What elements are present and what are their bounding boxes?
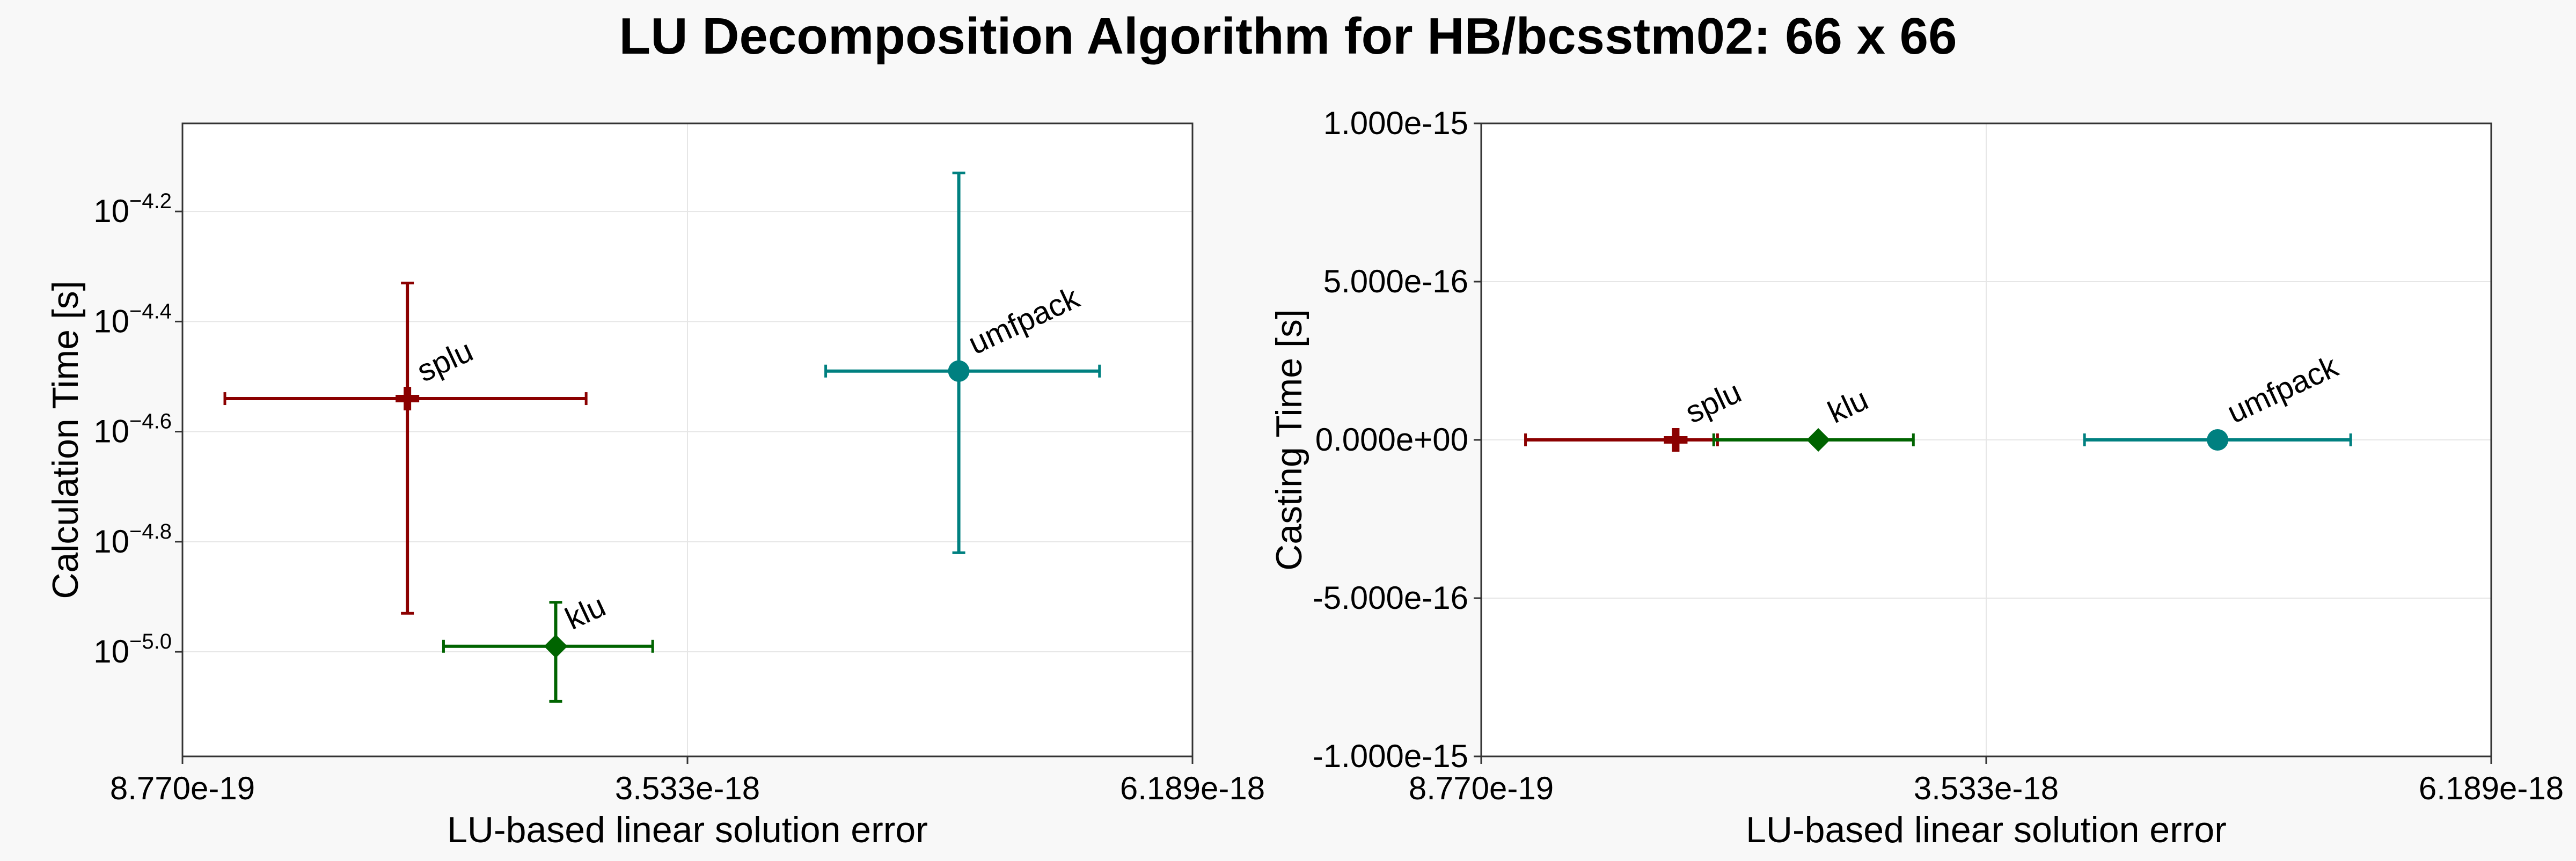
x-tick-label: 6.189e-18: [1120, 770, 1265, 806]
data-point-splu: [396, 387, 420, 411]
x-tick-label: 3.533e-18: [615, 770, 760, 806]
y-tick-label: 1.000e-15: [1323, 105, 1468, 141]
data-point-splu: [1664, 428, 1688, 452]
y-tick-label: 5.000e-16: [1323, 263, 1468, 299]
y-tick-label: 0.000e+00: [1315, 422, 1468, 458]
x-axis-label: LU-based linear solution error: [447, 810, 928, 850]
y-tick-label: 10−4.4: [93, 299, 172, 339]
y-tick-label: 10−4.6: [93, 410, 172, 450]
x-tick-label: 8.770e-19: [1409, 770, 1554, 806]
y-tick-label: 10−4.8: [93, 520, 172, 560]
x-axis-label: LU-based linear solution error: [1746, 810, 2227, 850]
data-point-umfpack: [2207, 429, 2229, 451]
x-tick-label: 3.533e-18: [1914, 770, 2059, 806]
y-tick-label: 10−5.0: [93, 630, 172, 669]
data-point-umfpack: [948, 360, 970, 382]
y-tick-label: 10−4.2: [93, 189, 172, 229]
y-axis-label: Casting Time [s]: [1269, 309, 1309, 571]
y-axis-label: Calculation Time [s]: [45, 281, 86, 599]
chart-panel-right: 8.770e-19 3.533e-18 6.189e-18 -1.000e-15 -5.…: [1269, 105, 2564, 850]
x-tick-label: 8.770e-19: [110, 770, 255, 806]
data-point-klu: [1806, 428, 1831, 452]
chart-panel-left: 8.770e-19 3.533e-18 6.189e-18 10−5.0 10−4.8 1…: [45, 122, 1265, 850]
x-tick-label: 6.189e-18: [2419, 770, 2564, 806]
y-tick-label: -1.000e-15: [1313, 738, 1468, 774]
data-point-klu: [544, 634, 568, 658]
y-tick-label: -5.000e-16: [1313, 580, 1468, 616]
figure-title: LU Decomposition Algorithm for HB/bcsstm…: [619, 8, 1957, 65]
